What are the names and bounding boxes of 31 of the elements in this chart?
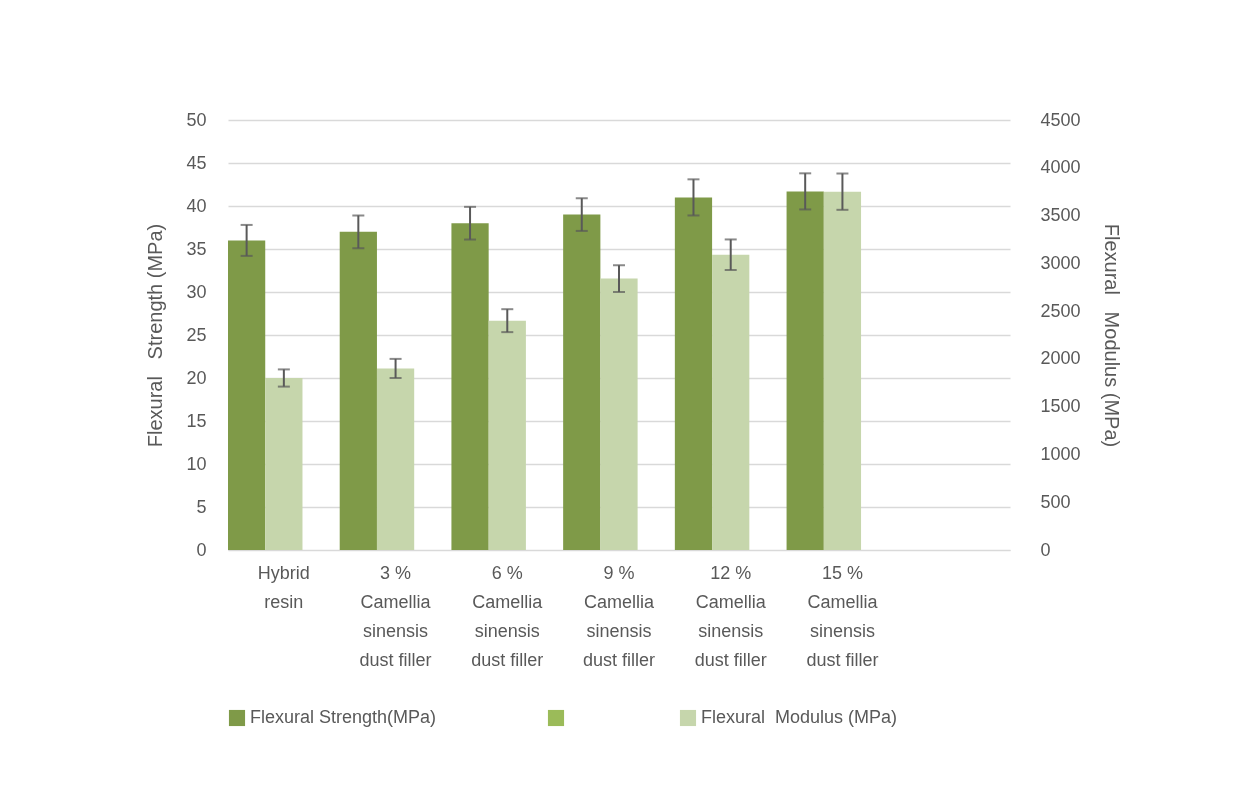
x-tick-label: 15 % Camellia sinensis dust filler (806, 562, 879, 670)
x-tick-label: 12 % Camellia sinensis dust filler (694, 562, 767, 670)
y-tick-label: 10 (186, 453, 207, 474)
y-tick-label: 0 (196, 539, 207, 560)
y-tick-label: 35 (186, 238, 207, 259)
y-tick-label: 45 (186, 152, 207, 173)
y2-tick-label: 4000 (1040, 157, 1081, 178)
y-tick-label: 15 (186, 410, 207, 431)
legend-label: Flexural Strength(MPa) (250, 707, 437, 727)
y2-tick-label: 500 (1040, 491, 1071, 512)
y-tick-label: 25 (186, 324, 207, 345)
y-axis-title: Flexural Strength (MPa) (144, 223, 167, 448)
y2-tick-label: 0 (1040, 539, 1051, 560)
y-tick-label: 20 (186, 367, 207, 388)
x-tick-label: 3 % Camellia sinensis dust filler (359, 562, 432, 670)
x-tick-label: 9 % Camellia sinensis dust filler (582, 562, 656, 670)
y2-tick-label: 2000 (1040, 348, 1081, 369)
y2-tick-label: 2500 (1040, 300, 1081, 321)
y2-tick-label: 1500 (1040, 396, 1081, 417)
y2-tick-label: 3500 (1040, 205, 1081, 226)
y-tick-label: 30 (186, 281, 207, 302)
y-tick-label: 5 (196, 496, 207, 517)
y-tick-label: 50 (186, 109, 207, 130)
y2-tick-label: 1000 (1040, 443, 1081, 464)
legend-label: Flexural Modulus (MPa) (701, 707, 898, 727)
y2-axis-title: Flexural Modulus (MPa) (1100, 223, 1123, 448)
x-tick-label: Hybrid resin (257, 562, 310, 612)
y2-tick-label: 4500 (1040, 109, 1081, 130)
y2-tick-label: 3000 (1040, 252, 1081, 273)
y-tick-label: 40 (186, 195, 207, 216)
x-tick-label: 6 % Camellia sinensis dust filler (471, 562, 544, 670)
